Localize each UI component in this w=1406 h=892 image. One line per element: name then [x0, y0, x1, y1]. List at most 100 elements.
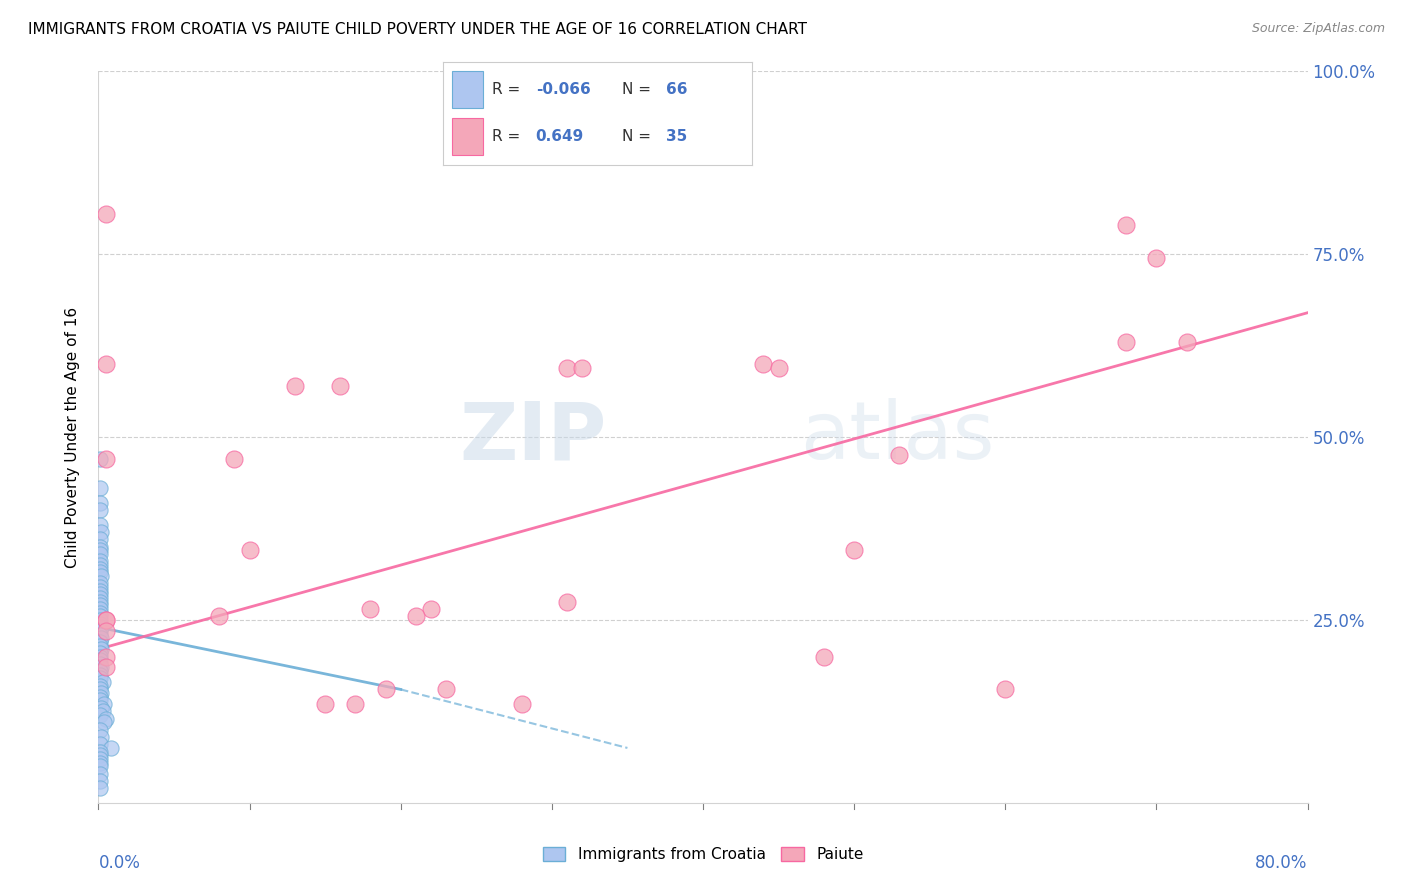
Point — [89, 635, 111, 649]
Point — [434, 682, 457, 697]
Point — [89, 672, 111, 686]
Point — [89, 653, 111, 667]
Point — [90, 632, 112, 646]
Point — [89, 723, 111, 737]
Point — [89, 533, 111, 547]
Point — [768, 360, 790, 375]
Point — [94, 207, 117, 221]
Point — [329, 379, 352, 393]
Point — [94, 357, 117, 371]
Point — [89, 748, 111, 763]
Point — [89, 517, 111, 532]
Point — [360, 602, 382, 616]
Point — [813, 649, 835, 664]
Point — [89, 566, 111, 580]
Point — [89, 693, 111, 707]
Point — [89, 576, 111, 591]
Point — [90, 686, 112, 700]
Point — [89, 708, 111, 723]
Point — [239, 543, 262, 558]
Point — [89, 682, 111, 697]
Point — [89, 646, 111, 660]
Text: R =: R = — [492, 128, 526, 144]
Point — [89, 616, 111, 631]
Point — [752, 357, 775, 371]
Point — [89, 664, 111, 678]
Point — [94, 624, 117, 638]
Point — [89, 649, 111, 664]
Point — [89, 613, 111, 627]
Point — [90, 642, 112, 657]
Point — [89, 627, 111, 641]
Point — [89, 496, 111, 510]
Point — [89, 547, 111, 561]
Text: N =: N = — [623, 128, 657, 144]
Point — [89, 657, 111, 671]
Point — [91, 675, 114, 690]
Point — [89, 583, 111, 598]
Point — [284, 379, 307, 393]
Point — [89, 452, 111, 467]
Point — [647, 145, 669, 159]
Point — [208, 609, 231, 624]
Point — [89, 737, 111, 751]
Point — [89, 606, 111, 620]
Point — [100, 740, 122, 755]
Point — [89, 481, 111, 495]
Point — [1115, 218, 1137, 232]
Point — [889, 448, 911, 462]
Point — [374, 682, 396, 697]
Point — [90, 569, 112, 583]
Text: ZIP: ZIP — [458, 398, 606, 476]
Y-axis label: Child Poverty Under the Age of 16: Child Poverty Under the Age of 16 — [65, 307, 80, 567]
Point — [90, 700, 112, 714]
Point — [89, 639, 111, 653]
Point — [93, 715, 115, 730]
Bar — [453, 118, 484, 155]
Text: Source: ZipAtlas.com: Source: ZipAtlas.com — [1251, 22, 1385, 36]
Point — [89, 759, 111, 773]
Text: IMMIGRANTS FROM CROATIA VS PAIUTE CHILD POVERTY UNDER THE AGE OF 16 CORRELATION : IMMIGRANTS FROM CROATIA VS PAIUTE CHILD … — [28, 22, 807, 37]
Point — [89, 599, 111, 613]
Text: 0.649: 0.649 — [536, 128, 583, 144]
Point — [89, 602, 111, 616]
Text: N =: N = — [623, 81, 657, 96]
Point — [1144, 251, 1167, 265]
Point — [571, 360, 593, 375]
Point — [94, 660, 117, 674]
Text: atlas: atlas — [800, 398, 994, 476]
Point — [89, 781, 111, 796]
Point — [94, 712, 117, 726]
Point — [89, 543, 111, 558]
Point — [510, 697, 533, 711]
Point — [94, 452, 117, 467]
Point — [89, 503, 111, 517]
Point — [89, 745, 111, 759]
Point — [91, 705, 114, 719]
Point — [89, 591, 111, 605]
Text: 35: 35 — [665, 128, 688, 144]
Point — [93, 697, 115, 711]
Point — [555, 594, 578, 608]
Point — [89, 624, 111, 638]
Text: 0.0%: 0.0% — [98, 854, 141, 872]
Point — [94, 649, 117, 664]
Bar — [453, 70, 484, 108]
Text: -0.066: -0.066 — [536, 81, 591, 96]
Point — [1115, 334, 1137, 349]
Point — [89, 587, 111, 601]
Point — [90, 730, 112, 744]
Point — [224, 452, 246, 467]
Point — [90, 660, 112, 674]
Point — [89, 558, 111, 573]
Point — [90, 525, 112, 540]
Point — [405, 609, 427, 624]
Point — [420, 602, 443, 616]
Point — [89, 679, 111, 693]
Point — [1175, 334, 1198, 349]
Point — [94, 613, 117, 627]
Point — [90, 620, 112, 634]
Text: 80.0%: 80.0% — [1256, 854, 1308, 872]
Point — [89, 752, 111, 766]
Point — [89, 667, 111, 681]
